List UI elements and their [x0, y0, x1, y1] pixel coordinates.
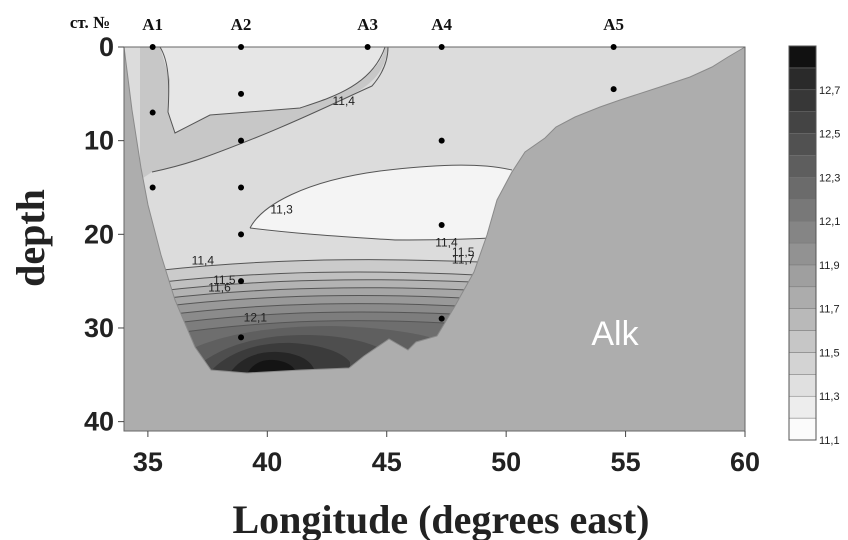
sample-point: [238, 90, 245, 97]
colorbar-swatch: [788, 89, 817, 112]
colorbar-swatch: [788, 220, 817, 244]
y-axis-label: depth: [8, 189, 53, 287]
contour-value-label: 11,4: [192, 253, 215, 267]
station-prefix-label: ст. №: [70, 13, 110, 32]
x-tick-label: 50: [491, 447, 521, 477]
colorbar-frame: [788, 45, 817, 441]
axes: 35 40 45 50 55 60 0 10 20 30 40: [84, 32, 760, 477]
band-11-3-core: [250, 165, 512, 240]
contour-value-label: 11,5: [452, 245, 475, 259]
colorbar-swatch: [788, 330, 817, 353]
sample-point: [238, 184, 245, 191]
colorbar-swatch: [788, 133, 817, 156]
sample-point: [438, 44, 445, 50]
contour-value-label: 11,4: [333, 94, 356, 108]
y-tick-label: 40: [84, 407, 114, 437]
contour-value-label: 12,1: [244, 310, 268, 324]
sample-point: [149, 44, 156, 50]
colorbar-label: 11,9: [819, 260, 840, 272]
contour-labels: 11,411,311,411,511,612,111,411,511,7: [192, 94, 475, 324]
colorbar-label: 12,7: [819, 85, 840, 97]
sample-point: [238, 334, 245, 341]
colorbar-label: 12,3: [819, 172, 840, 184]
colorbar-label: 11,3: [819, 391, 840, 403]
x-tick-label: 55: [611, 447, 641, 477]
sample-point: [610, 44, 617, 50]
colorbar-swatch: [788, 417, 817, 441]
station-markers: A1 A2 A3 A4 A5: [142, 15, 624, 341]
y-tick-label: 0: [99, 32, 114, 62]
x-tick-label: 40: [252, 447, 282, 477]
colorbar-label: 11,1: [819, 435, 840, 447]
colorbar-swatch: [788, 286, 817, 309]
band-11-4-cap: [160, 47, 385, 133]
colorbar-swatch: [788, 395, 817, 419]
sample-point: [438, 315, 445, 322]
colorbar-swatch: [788, 198, 817, 222]
colorbar-swatch: [788, 264, 817, 288]
sample-point: [238, 137, 245, 144]
station-label-a4: A4: [431, 15, 452, 34]
sample-point: [364, 44, 371, 50]
variable-label: Alk: [591, 315, 639, 353]
colorbar-swatch: [788, 374, 817, 397]
sample-point: [438, 221, 445, 228]
colorbar-label: 12,5: [819, 129, 840, 141]
x-tick-label: 60: [730, 447, 760, 477]
contour-value-label: 11,6: [208, 280, 231, 294]
x-tick-label: 45: [372, 447, 402, 477]
sample-point: [149, 184, 156, 191]
x-tick-label: 35: [133, 447, 163, 477]
seafloor-outline: [123, 46, 746, 374]
sample-point: [438, 137, 445, 144]
sample-point: [238, 44, 245, 50]
colorbar-swatch: [788, 177, 817, 200]
y-tick-label: 10: [84, 126, 114, 156]
band-12-8: [248, 359, 296, 373]
x-axis-label: Longitude (degrees east): [233, 497, 650, 540]
station-label-a1: A1: [142, 15, 163, 34]
colorbar-swatch: [788, 155, 817, 178]
colorbar: 11,1 11,3 11,5 11,7 11,9 12,1 12,3 12,5 12,7: [788, 45, 840, 447]
colorbar-swatch: [788, 308, 817, 331]
colorbar-swatch: [788, 352, 817, 375]
station-label-a3: A3: [357, 15, 378, 34]
plot-frame: [123, 46, 746, 432]
station-label-a5: A5: [603, 15, 624, 34]
colorbar-label: 11,5: [819, 347, 840, 359]
colorbar-swatch: [788, 111, 817, 134]
sample-point: [238, 231, 245, 238]
colorbar-swatch: [788, 67, 817, 91]
sample-point: [610, 86, 617, 93]
colorbar-swatch: [788, 242, 817, 266]
contour-value-label: 11,3: [270, 203, 293, 217]
colorbar-label: 11,7: [819, 304, 840, 316]
contour-value-label: 11,7: [452, 252, 475, 266]
sample-point: [238, 278, 245, 285]
colorbar-swatch: [788, 45, 817, 69]
contour-value-label: 11,5: [213, 273, 236, 287]
y-tick-label: 30: [84, 313, 114, 343]
colorbar-label: 12,1: [819, 216, 840, 228]
sample-point: [149, 109, 156, 116]
contour-value-label: 11,4: [435, 235, 458, 249]
station-label-a2: A2: [231, 15, 252, 34]
y-tick-label: 20: [84, 219, 114, 249]
